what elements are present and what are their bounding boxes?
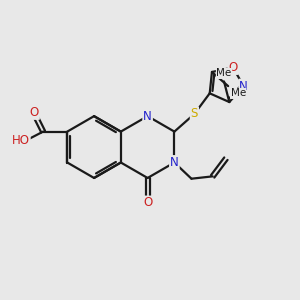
Text: O: O (228, 61, 238, 74)
Text: HO: HO (12, 134, 30, 147)
Text: S: S (191, 107, 198, 120)
Text: Me: Me (230, 88, 246, 98)
Text: N: N (239, 80, 248, 93)
Text: N: N (170, 156, 179, 169)
Text: O: O (30, 106, 39, 119)
Text: O: O (143, 196, 152, 209)
Text: N: N (143, 110, 152, 123)
Text: Me: Me (216, 68, 232, 79)
